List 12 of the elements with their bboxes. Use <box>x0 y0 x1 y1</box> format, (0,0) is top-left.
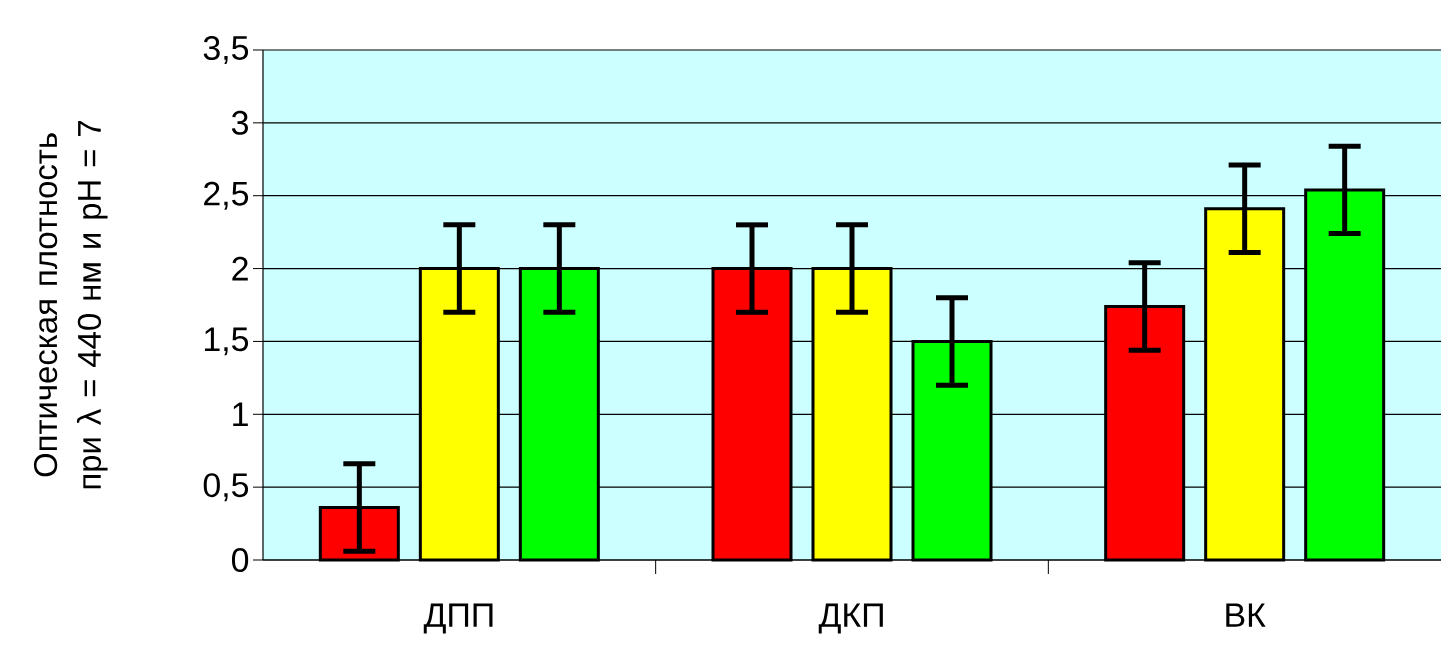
y-tick-label: 1,5 <box>204 327 249 356</box>
y-tick-label: 0 <box>231 548 249 572</box>
y-tick-label: 3 <box>231 110 248 135</box>
y-tick-label: 1 <box>233 402 248 426</box>
y-tick-label: 0,5 <box>203 473 249 502</box>
y-tick-label: 2 <box>232 256 248 281</box>
y-tick-label: 3,5 <box>203 36 249 64</box>
y-tick-label: 2,5 <box>204 181 249 210</box>
x-tick-label: ДПП <box>423 603 493 634</box>
y-axis-title: Оптическая плотность при λ = 440 нм и рН = 7 <box>33 121 108 489</box>
x-tick-label: ВК <box>1226 603 1266 627</box>
x-tick-label: ДКП <box>818 603 883 634</box>
